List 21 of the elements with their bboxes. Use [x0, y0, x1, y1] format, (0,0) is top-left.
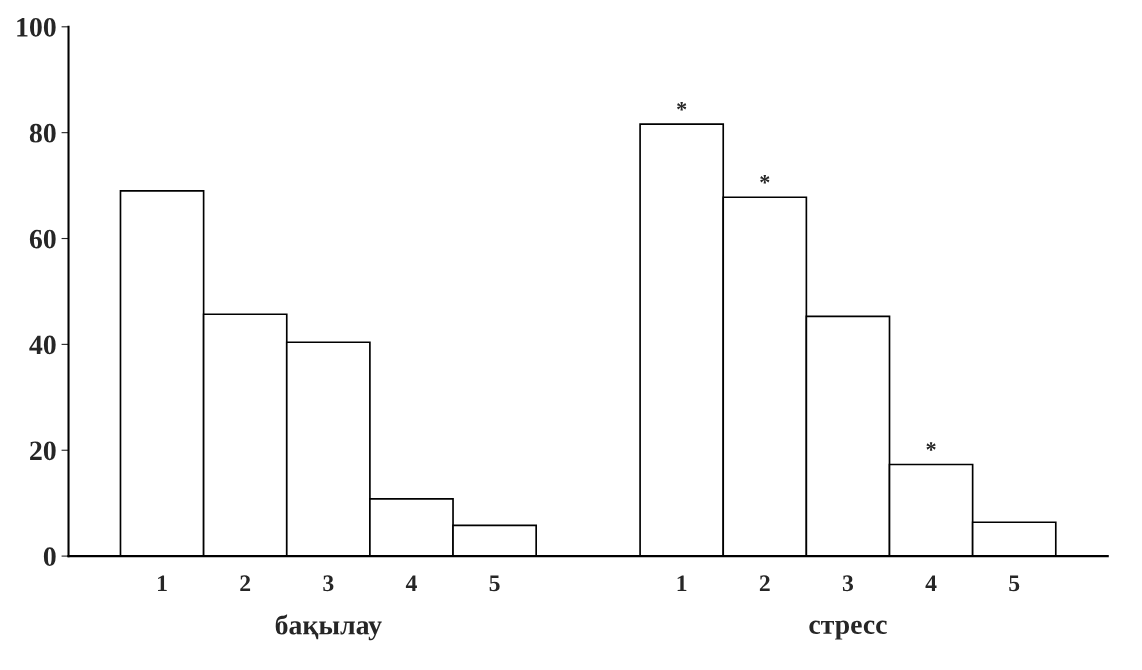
y-tick-label: 40 — [29, 335, 56, 355]
series-label: 3 — [323, 575, 334, 592]
data-label: * — [926, 442, 936, 451]
y-tick-label: 60 — [29, 229, 56, 249]
series-label: 5 — [489, 575, 500, 592]
y-tick-label: 0 — [43, 547, 56, 567]
y-tick-label: 100 — [17, 17, 56, 37]
y-tick-label: 20 — [30, 441, 56, 461]
text: 2 — [759, 575, 770, 592]
text: 1 — [677, 575, 687, 592]
text: 3 — [842, 575, 854, 592]
series-label: 2 — [240, 575, 251, 592]
y-tick-label: 80 — [29, 123, 56, 143]
series-label: 1 — [158, 575, 167, 592]
text: 4 — [925, 575, 937, 592]
x-tick-label: бақылау — [275, 614, 382, 641]
data-label: * — [760, 175, 770, 184]
series-label: 4 — [405, 575, 417, 592]
text: 5 — [1009, 575, 1020, 592]
data-label: * — [677, 102, 687, 111]
x-tick-label: стресс — [809, 620, 887, 640]
